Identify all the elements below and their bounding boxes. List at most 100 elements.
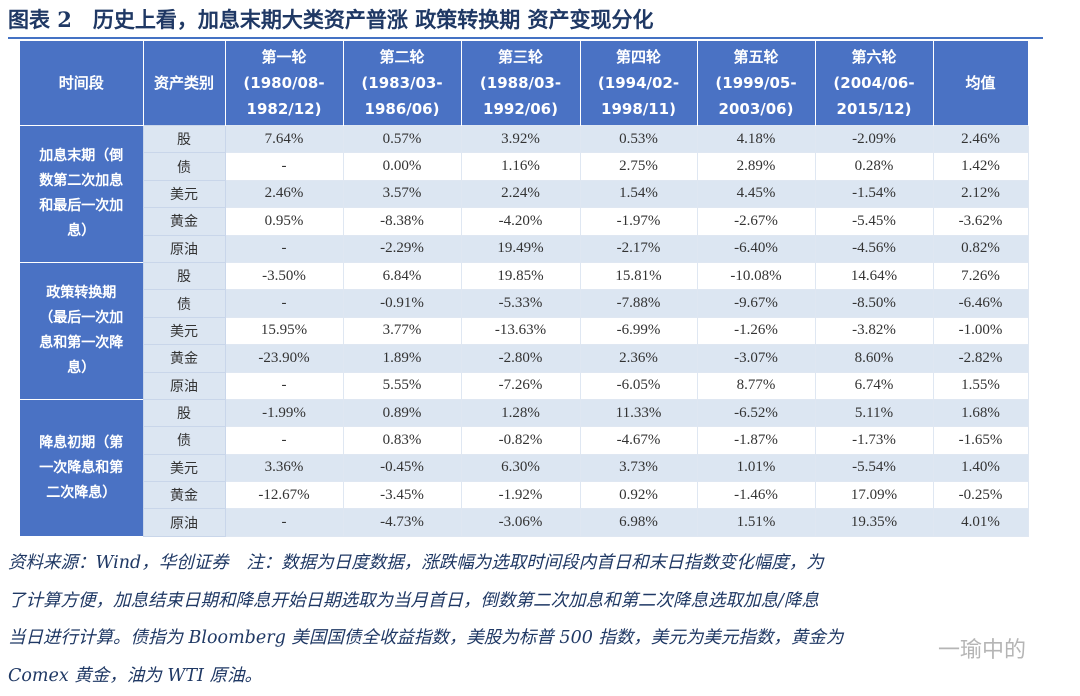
header-line: 1982/12): [246, 100, 322, 118]
value-cell: 1.55%: [932, 371, 1029, 400]
value-cell: -4.56%: [814, 234, 934, 263]
value-cell: 6.74%: [814, 371, 934, 400]
value-cell: -1.26%: [696, 316, 816, 346]
asset-cell: 股: [142, 124, 226, 154]
value-cell: 5.11%: [814, 398, 934, 428]
value-cell: -3.07%: [696, 344, 816, 373]
value-cell: 6.84%: [342, 261, 462, 291]
data-row: 债 -0.83% -0.82% -4.67% -1.87% -1.73% -1.65%: [20, 426, 1029, 455]
value-cell: 3.73%: [579, 453, 698, 483]
header-line: 2015/12): [836, 100, 912, 118]
asset-cell: 美元: [142, 179, 226, 209]
footnote-line: 了计算方便，加息结束日期和降息开始日期选取为当月首日，倒数第二次加息和第二次降息…: [8, 590, 819, 611]
data-row: 政策转换期 （最后一次加 息和第一次降 息）股 -3.50% 6.84% 19.85% 15.…: [20, 261, 1029, 400]
value-cell: -1.54%: [814, 179, 934, 209]
value-cell: -2.29%: [342, 234, 462, 263]
value-cell: 5.55%: [342, 371, 462, 400]
value-cell: -5.54%: [814, 453, 934, 483]
value-cell: 4.18%: [696, 124, 816, 154]
value-cell: -8.50%: [814, 289, 934, 318]
asset-cell: 原油: [142, 371, 226, 400]
header-line: 资产类别: [153, 74, 214, 92]
data-row: 债 -0.00% 1.16% 2.75% 2.89% 0.28% 1.42%: [20, 152, 1029, 181]
value-cell: 7.26%: [932, 261, 1029, 291]
value-cell: -2.80%: [460, 344, 581, 373]
asset-cell: 债: [142, 289, 226, 318]
header-line: 第四轮: [615, 48, 661, 66]
value-cell: -3.45%: [342, 481, 462, 510]
group-cell: 加息末期（倒 数第二次加息 和最后一次加 息）: [20, 125, 143, 263]
asset-cell: 原油: [142, 508, 226, 537]
header-cell: 均值: [933, 41, 1029, 126]
value-cell: 2.12%: [932, 179, 1029, 209]
header-line: (2004/06-: [833, 74, 915, 92]
value-cell: -5.33%: [460, 289, 581, 318]
data-row: 黄金 -12.67% -3.45% -1.92% 0.92% -1.46% 17.09% -0…: [20, 481, 1029, 510]
footnote-line: 资料来源：Wind，华创证券 注：数据为日度数据，涨跌幅为选取时间段内首日和末日…: [8, 553, 824, 573]
header-line: 第六轮: [851, 48, 897, 66]
header-line: 1992/06): [483, 100, 558, 118]
value-cell: 4.01%: [932, 508, 1029, 537]
header-cell: 时间段: [20, 41, 144, 126]
data-row: 原油 -5.55% -7.26% -6.05% 8.77% 6.74% 1.55%: [20, 371, 1029, 400]
value-cell: -0.91%: [342, 289, 462, 318]
value-cell: 0.89%: [342, 398, 462, 428]
value-cell: -6.52%: [696, 398, 816, 428]
value-cell: 2.36%: [579, 344, 698, 373]
header-cell: 第二轮 (1983/03- 1986/06): [343, 41, 462, 126]
group-label-line: 降息初期（第: [39, 434, 124, 451]
data-row: 美元 2.46% 3.57% 2.24% 1.54% 4.45% -1.54% 2.12%: [20, 179, 1029, 209]
header-cell: 第五轮 (1999/05- 2003/06): [697, 41, 816, 126]
value-cell: -3.62%: [932, 207, 1029, 236]
value-cell: 3.77%: [342, 316, 462, 346]
value-cell: -2.82%: [932, 344, 1029, 373]
value-cell: 0.00%: [342, 152, 462, 181]
value-cell: 19.35%: [814, 508, 934, 537]
value-cell: -7.26%: [460, 371, 581, 400]
header-row: 时间段 资产类别 第一轮 (1980/08- 1982/12) 第二轮 (1983/03- 1…: [20, 41, 1029, 126]
header-line: 第三轮: [497, 48, 543, 66]
value-cell: -12.67%: [224, 481, 344, 510]
value-cell: -: [224, 508, 344, 537]
asset-cell: 美元: [142, 316, 226, 346]
group-label-line: 数第二次加息: [39, 172, 124, 189]
data-row: 加息末期（倒 数第二次加息 和最后一次加 息）股 7.64% 0.57% 3.92% 0.53…: [20, 124, 1029, 263]
value-cell: 8.77%: [696, 371, 816, 400]
value-cell: 2.75%: [579, 152, 698, 181]
value-cell: -4.67%: [579, 426, 698, 455]
group-label-line: 加息末期（倒: [39, 147, 124, 164]
value-cell: -8.38%: [342, 207, 462, 236]
value-cell: -: [224, 234, 344, 263]
group-label-line: 息）: [67, 222, 96, 239]
value-cell: -: [224, 289, 344, 318]
header-cell: 第一轮 (1980/08- 1982/12): [225, 41, 344, 126]
header-line: 均值: [965, 74, 996, 92]
group-cell: 政策转换期 （最后一次加 息和第一次降 息）: [20, 261, 143, 400]
header-line: (1999/05-: [715, 74, 797, 92]
value-cell: 0.28%: [814, 152, 934, 181]
value-cell: -1.00%: [932, 316, 1029, 346]
value-cell: 0.83%: [342, 426, 462, 455]
header-cell: 第三轮 (1988/03- 1992/06): [461, 41, 581, 126]
header-line: 第一轮: [261, 48, 307, 66]
group-label-line: （最后一次加: [39, 309, 124, 326]
value-cell: -5.45%: [814, 207, 934, 236]
value-cell: 1.42%: [932, 152, 1029, 181]
group-label-line: 息）: [67, 359, 96, 376]
value-cell: -1.87%: [696, 426, 816, 455]
value-cell: 15.95%: [224, 316, 344, 346]
data-row: 原油 - -4.73% -3.06% 6.98% 1.51% 19.35% 4.01%: [20, 508, 1029, 537]
value-cell: 3.36%: [224, 453, 344, 483]
title-rule: [8, 37, 1043, 39]
value-cell: 3.57%: [342, 179, 462, 209]
value-cell: -1.46%: [696, 481, 816, 510]
group-label-line: 一次降息和第: [39, 459, 124, 476]
value-cell: -2.17%: [579, 234, 698, 263]
value-cell: 14.64%: [814, 261, 934, 291]
value-cell: -3.50%: [224, 261, 344, 291]
value-cell: -: [224, 426, 344, 455]
footnote-line: 当日进行计算。债指为 Bloomberg 美国国债全收益指数，美股为标普 500…: [8, 628, 844, 648]
value-cell: 15.81%: [579, 261, 698, 291]
value-cell: -6.05%: [579, 371, 698, 400]
value-cell: 2.46%: [224, 179, 344, 209]
